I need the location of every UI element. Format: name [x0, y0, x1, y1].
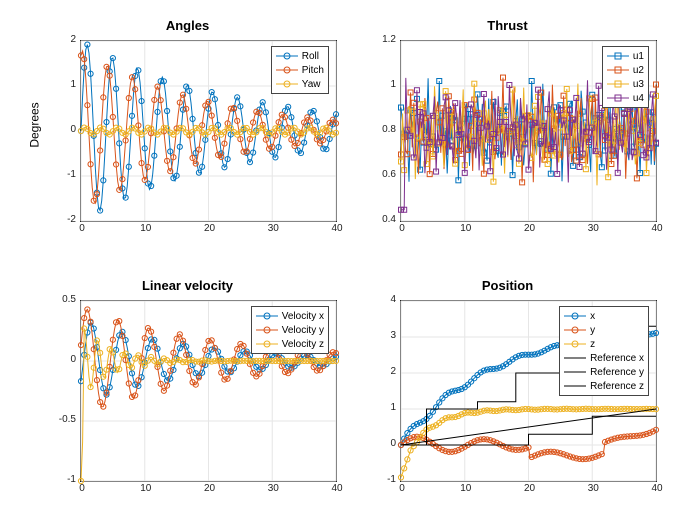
panel-position: Position010203040-101234xyzReference xRe… [340, 270, 675, 505]
legend-label: u3 [633, 79, 644, 90]
ytick: 0 [46, 124, 76, 135]
ytick: 2 [46, 34, 76, 45]
ytick: 0.8 [366, 124, 396, 135]
legend-label: Pitch [302, 65, 324, 76]
legend-item: y [564, 323, 644, 337]
legend-label: y [590, 325, 595, 336]
legend-label: Velocity y [282, 325, 324, 336]
panel-angles: AnglesDegrees010203040-2-1012RollPitchYa… [20, 10, 355, 245]
xtick: 20 [200, 483, 220, 494]
legend-label: Yaw [302, 79, 321, 90]
xtick: 30 [583, 483, 603, 494]
legend-thrust: u1 u2 u3 u4 [602, 46, 649, 108]
legend-label: Velocity z [282, 339, 324, 350]
legend-item: Velocity y [256, 323, 324, 337]
legend-label: z [590, 339, 595, 350]
legend-item: u1 [607, 49, 644, 63]
panel-linvel: Linear velocity010203040-1-0.500.5Veloci… [20, 270, 355, 505]
ytick: 2 [366, 366, 396, 377]
ytick: 0.4 [366, 214, 396, 225]
ylabel-angles: Degrees [28, 102, 42, 147]
legend-swatch [607, 64, 629, 76]
ytick: 1 [366, 79, 396, 90]
legend-swatch [276, 78, 298, 90]
legend-item: Reference y [564, 365, 644, 379]
ytick: 1.2 [366, 34, 396, 45]
legend-swatch [276, 64, 298, 76]
legend-item: Velocity z [256, 337, 324, 351]
ytick: 0 [46, 354, 76, 365]
legend-swatch [256, 310, 278, 322]
ytick: -0.5 [46, 414, 76, 425]
title-linvel: Linear velocity [20, 278, 355, 293]
legend-position: xyz Reference x Reference y Reference z [559, 306, 649, 396]
legend-swatch [564, 338, 586, 350]
xtick: 30 [263, 483, 283, 494]
ytick: 1 [46, 79, 76, 90]
legend-swatch [607, 78, 629, 90]
ytick: 0.6 [366, 169, 396, 180]
legend-swatch [564, 366, 586, 378]
legend-swatch [607, 50, 629, 62]
legend-label: Velocity x [282, 311, 324, 322]
xtick: 10 [456, 483, 476, 494]
legend-item: x [564, 309, 644, 323]
legend-label: u1 [633, 51, 644, 62]
xtick: 40 [647, 223, 667, 234]
legend-swatch [256, 324, 278, 336]
legend-item: Yaw [276, 77, 324, 91]
legend-label: Reference y [590, 367, 644, 378]
legend-swatch [564, 310, 586, 322]
ytick: 1 [366, 402, 396, 413]
title-angles: Angles [20, 18, 355, 33]
xtick: 30 [583, 223, 603, 234]
legend-angles: Roll Pitch Yaw [271, 46, 329, 94]
figure: AnglesDegrees010203040-2-1012RollPitchYa… [0, 0, 700, 525]
legend-swatch [564, 380, 586, 392]
title-thrust: Thrust [340, 18, 675, 33]
legend-item: Reference z [564, 379, 644, 393]
legend-swatch [256, 338, 278, 350]
legend-item: u3 [607, 77, 644, 91]
legend-linvel: Velocity x Velocity y Velocity z [251, 306, 329, 354]
xtick: 10 [456, 223, 476, 234]
ytick: 3 [366, 330, 396, 341]
ytick: 4 [366, 294, 396, 305]
ytick: -2 [46, 214, 76, 225]
legend-label: Reference x [590, 353, 644, 364]
ytick: -1 [366, 474, 396, 485]
xtick: 20 [520, 483, 540, 494]
legend-item: u4 [607, 91, 644, 105]
xtick: 20 [200, 223, 220, 234]
legend-item: Roll [276, 49, 324, 63]
legend-swatch [564, 324, 586, 336]
title-position: Position [340, 278, 675, 293]
xtick: 30 [263, 223, 283, 234]
ytick: -1 [46, 169, 76, 180]
panel-thrust: Thrust0102030400.40.60.811.2u1u2u3u4 [340, 10, 675, 245]
legend-label: u2 [633, 65, 644, 76]
xtick: 40 [647, 483, 667, 494]
ytick: -1 [46, 474, 76, 485]
ytick: 0.5 [46, 294, 76, 305]
legend-item: Velocity x [256, 309, 324, 323]
legend-label: Roll [302, 51, 319, 62]
legend-swatch [607, 92, 629, 104]
ytick: 0 [366, 438, 396, 449]
legend-label: u4 [633, 93, 644, 104]
legend-swatch [564, 352, 586, 364]
legend-label: Reference z [590, 381, 644, 392]
legend-item: z [564, 337, 644, 351]
legend-item: Reference x [564, 351, 644, 365]
legend-swatch [276, 50, 298, 62]
xtick: 20 [520, 223, 540, 234]
legend-item: u2 [607, 63, 644, 77]
xtick: 10 [136, 483, 156, 494]
legend-label: x [590, 311, 595, 322]
xtick: 10 [136, 223, 156, 234]
legend-item: Pitch [276, 63, 324, 77]
